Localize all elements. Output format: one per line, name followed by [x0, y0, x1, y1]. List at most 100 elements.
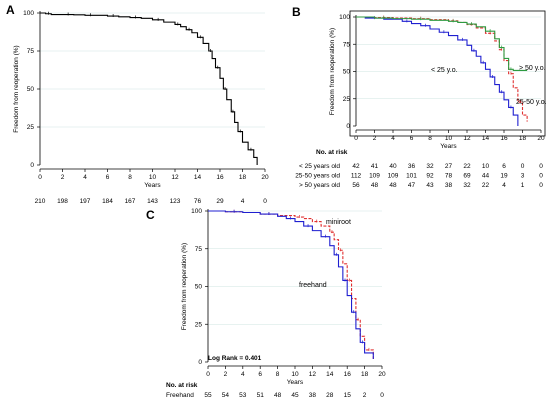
x-tick-label: 4	[83, 174, 87, 181]
y-tick-label: 50	[27, 86, 35, 93]
x-axis-title: Years	[144, 182, 161, 189]
risk-count: 32	[426, 163, 434, 170]
x-tick-label: 4	[241, 371, 245, 378]
y-tick-label: 100	[339, 14, 350, 21]
risk-count: 112	[351, 173, 362, 180]
risk-count: 4	[502, 182, 506, 189]
x-tick-label: 10	[149, 174, 157, 181]
risk-count: 29	[216, 198, 224, 205]
series-label-miniroot: miniroot	[326, 219, 351, 226]
risk-count: 92	[426, 173, 434, 180]
x-tick-label: 2	[224, 371, 228, 378]
x-tick-label: 12	[171, 174, 179, 181]
x-tick-label: 16	[500, 135, 508, 142]
x-tick-label: 14	[194, 174, 202, 181]
risk-count: 3	[521, 173, 525, 180]
series-line	[356, 16, 528, 71]
risk-count: 184	[102, 198, 113, 205]
log-rank-annotation: Log Rank = 0.401	[208, 355, 262, 362]
risk-count: 40	[389, 163, 397, 170]
risk-count: 42	[352, 163, 360, 170]
x-tick-label: 2	[61, 174, 65, 181]
risk-count: 109	[369, 173, 380, 180]
risk-count: 36	[408, 163, 416, 170]
risk-count: 38	[445, 182, 453, 189]
plot-frame	[349, 10, 546, 137]
risk-count: 47	[408, 182, 416, 189]
risk-count: 101	[406, 173, 417, 180]
risk-row-label: < 25 years old	[299, 163, 340, 170]
risk-count: 48	[389, 182, 397, 189]
panel-label-a: A	[6, 3, 15, 17]
x-tick-label: 8	[428, 135, 432, 142]
risk-count: 0	[263, 198, 267, 205]
series-label-gt50: > 50 y.o.	[519, 65, 546, 72]
y-tick-label: 75	[27, 48, 35, 55]
risk-count: 76	[194, 198, 202, 205]
risk-count: 2	[363, 392, 367, 399]
risk-count: 55	[204, 392, 212, 399]
y-tick-label: 0	[30, 162, 34, 169]
y-tick-label: 75	[343, 41, 351, 48]
x-tick-label: 6	[410, 135, 414, 142]
x-tick-label: 14	[326, 371, 334, 378]
y-tick-label: 100	[23, 10, 34, 17]
risk-count: 210	[35, 198, 46, 205]
risk-count: 6	[502, 163, 506, 170]
x-tick-label: 0	[38, 174, 42, 181]
risk-count: 167	[125, 198, 136, 205]
x-tick-label: 20	[261, 174, 269, 181]
risk-count: 45	[291, 392, 299, 399]
panel-label-c: C	[146, 208, 155, 222]
y-tick-label: 25	[27, 124, 35, 131]
risk-count: 19	[500, 173, 508, 180]
y-axis-title: Freedom from reoperation (%)	[329, 28, 336, 115]
risk-count: 0	[539, 163, 543, 170]
series-label-lt25: < 25 y.o.	[431, 67, 458, 74]
x-tick-label: 0	[354, 135, 358, 142]
y-tick-label: 50	[343, 69, 351, 76]
risk-count: 56	[352, 182, 360, 189]
risk-row-label: > 50 years old	[299, 182, 340, 189]
risk-count: 143	[147, 198, 158, 205]
risk-count: 48	[274, 392, 282, 399]
risk-count: 53	[239, 392, 247, 399]
risk-count: 109	[388, 173, 399, 180]
risk-count: 0	[521, 163, 525, 170]
risk-count: 10	[482, 163, 490, 170]
risk-count: 51	[257, 392, 265, 399]
x-tick-label: 12	[463, 135, 471, 142]
x-tick-label: 2	[373, 135, 377, 142]
risk-count: 69	[463, 173, 471, 180]
risk-table-header: No. at risk	[166, 382, 198, 389]
y-tick-label: 25	[343, 96, 351, 103]
y-tick-label: 50	[195, 284, 203, 291]
risk-count: 44	[482, 173, 490, 180]
series-line	[208, 210, 374, 359]
risk-count: 0	[380, 392, 384, 399]
x-tick-label: 4	[391, 135, 395, 142]
risk-count: 78	[445, 173, 453, 180]
x-tick-label: 18	[239, 174, 247, 181]
x-tick-label: 16	[344, 371, 352, 378]
y-tick-label: 0	[198, 359, 202, 366]
y-tick-label: 25	[195, 321, 203, 328]
panel-label-b: B	[292, 5, 301, 19]
x-tick-label: 12	[309, 371, 317, 378]
x-tick-label: 18	[519, 135, 527, 142]
y-axis-title: Freedom from reoperation (%)	[181, 243, 188, 330]
risk-count: 4	[241, 198, 245, 205]
risk-count: 43	[426, 182, 434, 189]
y-tick-label: 75	[195, 246, 203, 253]
risk-count: 48	[371, 182, 379, 189]
risk-count: 0	[539, 182, 543, 189]
x-tick-label: 20	[537, 135, 545, 142]
risk-row-label: Freehand	[166, 392, 194, 399]
risk-count: 27	[445, 163, 453, 170]
x-tick-label: 8	[276, 371, 280, 378]
risk-count: 197	[80, 198, 91, 205]
risk-count: 22	[463, 163, 471, 170]
